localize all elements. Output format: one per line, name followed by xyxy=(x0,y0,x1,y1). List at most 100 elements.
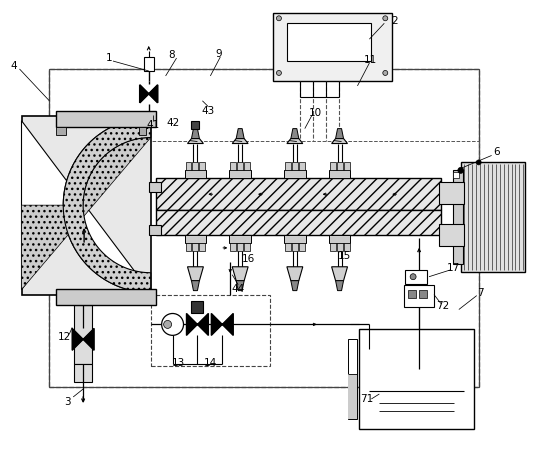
Bar xyxy=(292,243,298,251)
Bar xyxy=(230,243,236,251)
Bar xyxy=(199,243,205,251)
Text: 12: 12 xyxy=(57,333,71,342)
Polygon shape xyxy=(140,85,158,103)
Bar xyxy=(148,225,161,235)
Bar xyxy=(56,126,66,135)
Polygon shape xyxy=(197,313,209,335)
Polygon shape xyxy=(236,129,244,139)
Bar xyxy=(337,243,343,251)
Bar xyxy=(148,182,161,192)
Bar xyxy=(299,243,305,251)
Bar xyxy=(191,120,199,129)
Bar xyxy=(285,163,291,170)
Polygon shape xyxy=(287,139,303,143)
Bar xyxy=(192,243,198,251)
Text: 11: 11 xyxy=(364,55,377,65)
Bar xyxy=(139,126,146,135)
Bar xyxy=(199,163,205,170)
Bar xyxy=(344,243,349,251)
Text: 16: 16 xyxy=(242,254,255,264)
Bar xyxy=(347,374,358,419)
Polygon shape xyxy=(336,129,344,139)
Bar xyxy=(244,163,250,170)
Polygon shape xyxy=(72,328,83,350)
Text: 41: 41 xyxy=(146,120,159,130)
Bar xyxy=(337,163,343,170)
Bar xyxy=(74,305,92,364)
Bar xyxy=(329,235,351,243)
Bar xyxy=(192,163,198,170)
Polygon shape xyxy=(191,129,199,139)
Bar xyxy=(405,270,427,284)
Bar xyxy=(408,289,416,298)
Bar xyxy=(237,163,243,170)
Bar xyxy=(237,243,243,251)
Circle shape xyxy=(410,274,416,280)
Polygon shape xyxy=(72,328,94,350)
Polygon shape xyxy=(232,139,248,143)
Bar xyxy=(191,300,203,313)
Bar xyxy=(56,289,155,305)
Bar xyxy=(360,329,474,429)
Bar xyxy=(185,163,191,170)
Polygon shape xyxy=(63,118,151,293)
Bar xyxy=(284,235,306,243)
Bar xyxy=(284,170,306,178)
Bar xyxy=(151,294,270,366)
Polygon shape xyxy=(21,137,151,289)
Text: 15: 15 xyxy=(338,251,351,261)
Circle shape xyxy=(383,16,388,21)
Text: 10: 10 xyxy=(309,108,322,118)
Circle shape xyxy=(277,71,281,76)
Polygon shape xyxy=(232,267,248,281)
Text: 3: 3 xyxy=(64,397,71,407)
Text: 43: 43 xyxy=(202,106,215,116)
Bar xyxy=(144,57,154,71)
Bar xyxy=(184,235,206,243)
Polygon shape xyxy=(148,85,158,103)
Bar xyxy=(329,170,351,178)
Polygon shape xyxy=(140,85,148,103)
Text: 1: 1 xyxy=(106,53,112,63)
Polygon shape xyxy=(187,313,197,335)
Bar xyxy=(185,243,191,251)
Bar xyxy=(21,116,151,294)
Text: 72: 72 xyxy=(436,300,450,311)
Bar xyxy=(230,163,236,170)
Bar xyxy=(330,163,336,170)
Bar xyxy=(330,243,336,251)
Text: 14: 14 xyxy=(204,358,217,368)
Bar xyxy=(419,289,427,298)
Bar xyxy=(404,285,434,306)
Bar xyxy=(244,243,250,251)
Bar xyxy=(229,170,251,178)
Polygon shape xyxy=(83,328,94,350)
Polygon shape xyxy=(222,313,233,335)
Bar xyxy=(285,243,291,251)
Text: 8: 8 xyxy=(168,50,175,60)
Bar xyxy=(299,163,305,170)
Polygon shape xyxy=(236,281,244,291)
Polygon shape xyxy=(332,139,347,143)
Polygon shape xyxy=(191,281,199,291)
Bar xyxy=(347,339,358,419)
Circle shape xyxy=(277,16,281,21)
Polygon shape xyxy=(188,139,203,143)
Bar xyxy=(439,224,464,246)
Text: 2: 2 xyxy=(391,16,398,26)
Bar xyxy=(229,235,251,243)
Polygon shape xyxy=(155,210,441,235)
Text: 44: 44 xyxy=(232,284,245,294)
Polygon shape xyxy=(291,281,299,291)
Polygon shape xyxy=(211,313,233,335)
Bar xyxy=(292,163,298,170)
Bar xyxy=(461,163,525,272)
Polygon shape xyxy=(187,313,209,335)
Bar xyxy=(49,69,479,387)
Bar xyxy=(49,69,479,387)
Polygon shape xyxy=(211,313,222,335)
Circle shape xyxy=(163,321,172,328)
Bar xyxy=(344,163,349,170)
Text: 17: 17 xyxy=(447,263,460,273)
Circle shape xyxy=(458,167,464,173)
